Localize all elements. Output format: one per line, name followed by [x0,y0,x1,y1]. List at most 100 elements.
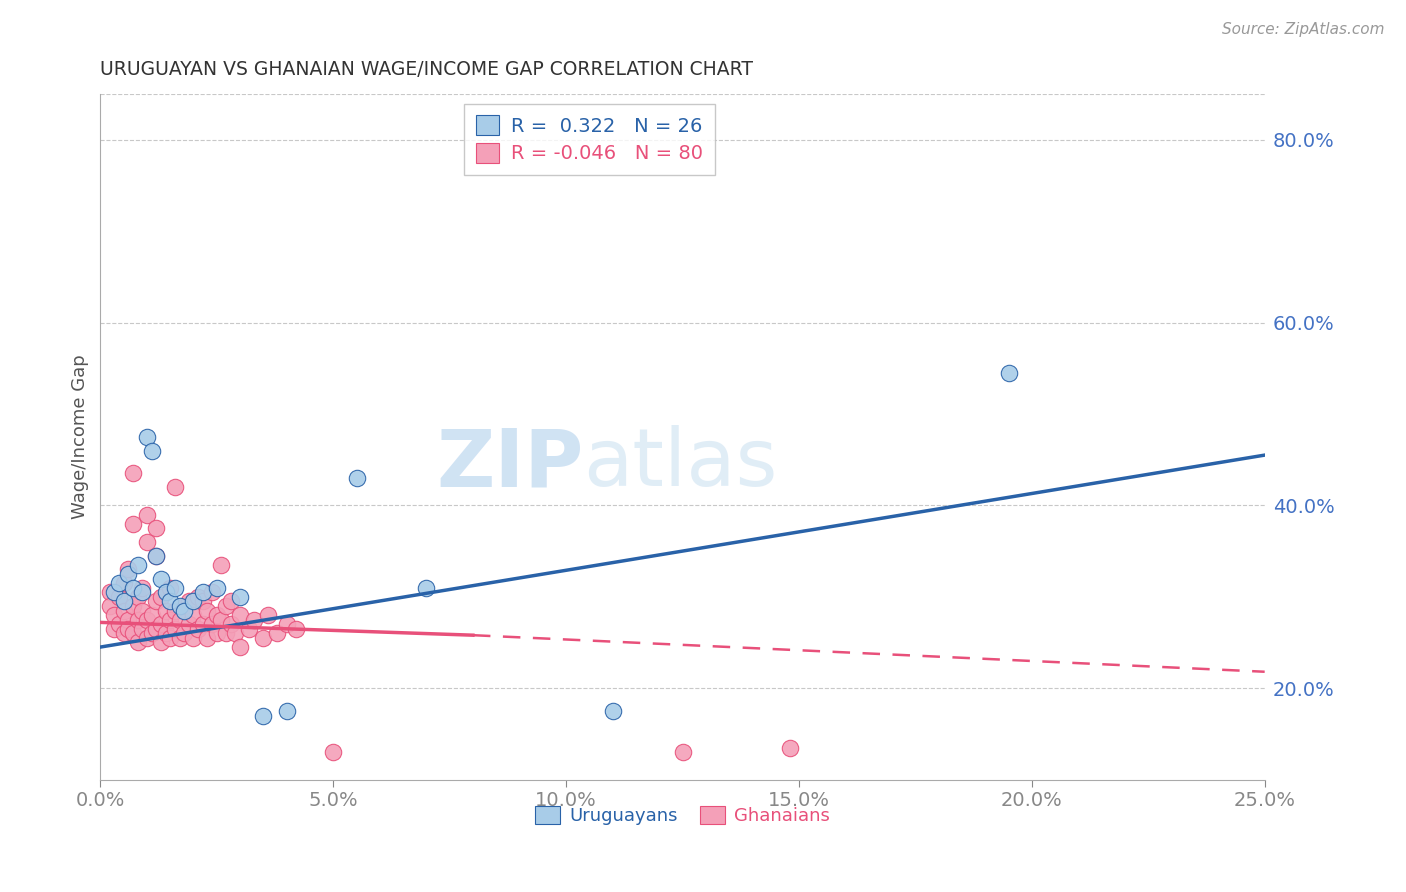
Point [173,603,195,617]
Point [238,622,260,636]
Point [183,594,205,608]
Text: ZIP: ZIP [436,425,583,503]
Point [163,480,186,494]
Point [169,599,191,613]
Point [103,608,125,623]
Point [122,599,145,613]
Point [187,622,209,636]
Point [997,366,1019,380]
Point [127,635,149,649]
Point [112,576,135,591]
Point [201,585,224,599]
Point [131,622,153,636]
Point [155,585,177,599]
Point [177,594,200,608]
Point [145,622,167,636]
Point [145,549,167,563]
Point [159,631,181,645]
Point [135,508,157,522]
Text: Source: ZipAtlas.com: Source: ZipAtlas.com [1222,22,1385,37]
Point [131,585,153,599]
Point [141,608,163,623]
Point [103,622,125,636]
Point [98,599,121,613]
Legend: Uruguayans, Ghanaians: Uruguayans, Ghanaians [529,798,837,832]
Point [209,558,232,572]
Point [229,640,252,654]
Point [163,581,186,595]
Point [224,626,246,640]
Point [117,613,139,627]
Point [284,622,307,636]
Point [602,704,624,718]
Point [112,603,135,617]
Point [155,626,177,640]
Point [159,581,181,595]
Text: atlas: atlas [583,425,778,503]
Point [108,617,131,632]
Point [229,608,252,623]
Point [131,603,153,617]
Point [112,594,135,608]
Point [322,745,344,759]
Point [183,631,205,645]
Point [169,631,191,645]
Point [205,626,228,640]
Point [135,430,157,444]
Point [173,599,195,613]
Point [257,608,280,623]
Point [108,590,131,604]
Point [205,608,228,623]
Point [191,617,214,632]
Point [135,613,157,627]
Point [197,631,219,645]
Point [252,708,274,723]
Point [117,562,139,576]
Point [145,549,167,563]
Point [163,622,186,636]
Point [127,613,149,627]
Point [219,617,242,632]
Point [149,617,172,632]
Point [135,631,157,645]
Point [145,521,167,535]
Point [117,566,139,581]
Point [183,608,205,623]
Point [117,622,139,636]
Point [173,626,195,640]
Point [215,599,238,613]
Point [112,626,135,640]
Point [197,603,219,617]
Point [779,740,801,755]
Point [149,635,172,649]
Point [169,613,191,627]
Point [122,516,145,531]
Point [103,585,125,599]
Point [159,594,181,608]
Point [131,581,153,595]
Point [141,626,163,640]
Point [122,626,145,640]
Point [215,626,238,640]
Point [187,590,209,604]
Point [127,590,149,604]
Point [155,603,177,617]
Point [276,704,298,718]
Point [266,626,288,640]
Point [346,471,368,485]
Point [209,613,232,627]
Point [159,613,181,627]
Point [415,581,437,595]
Point [252,631,274,645]
Point [671,745,693,759]
Point [108,576,131,591]
Point [219,594,242,608]
Point [177,617,200,632]
Point [122,581,145,595]
Point [141,443,163,458]
Point [191,585,214,599]
Point [243,613,266,627]
Point [122,467,145,481]
Point [145,594,167,608]
Point [135,535,157,549]
